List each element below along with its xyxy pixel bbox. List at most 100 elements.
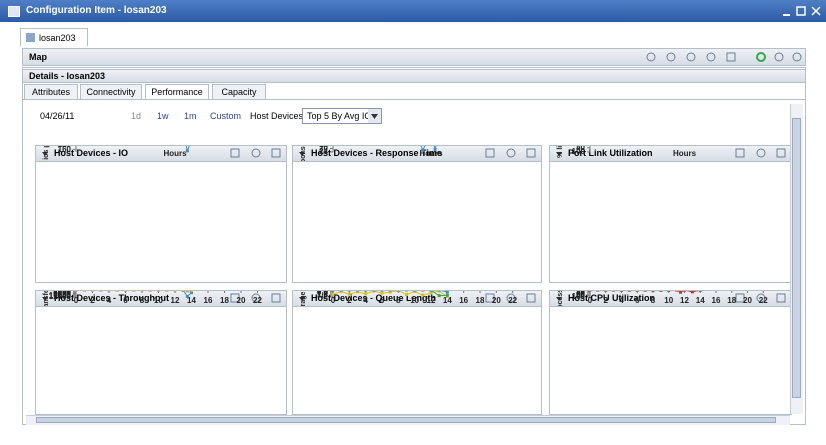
window-title: Configuration Item - losan203 (26, 5, 167, 16)
window-icon (8, 6, 20, 17)
point (635, 291, 639, 292)
panel-header: Host Devices - Queue Length00.40.81.21.6… (293, 291, 541, 307)
map-toolbar-icons[interactable] (643, 51, 803, 64)
range-link[interactable]: 1w (157, 111, 169, 121)
details-tab[interactable]: Connectivity (80, 84, 142, 99)
point (388, 291, 392, 292)
y-tick-label: 2000 (53, 291, 71, 295)
point (372, 291, 376, 292)
details-tab[interactable]: Capacity (212, 84, 266, 99)
x-tick-label: 20 (743, 296, 752, 305)
point (690, 291, 694, 294)
point (107, 291, 111, 292)
range-link[interactable]: 1m (184, 111, 197, 121)
y-tick-label: 0.4 (317, 291, 329, 296)
x-axis-label: Hours (673, 149, 697, 158)
document-tab-label: losan203 (39, 33, 76, 43)
scroll-thumb[interactable] (36, 417, 776, 423)
x-axis-label: Hours (163, 149, 187, 158)
y-tick-label: 2 (324, 292, 329, 301)
range-link[interactable]: Custom (210, 111, 242, 121)
point (620, 291, 623, 292)
y-tick-label: 6000 (53, 291, 71, 298)
point (429, 291, 433, 295)
window-controls[interactable] (780, 4, 824, 18)
point (347, 291, 351, 292)
x-tick-label: 18 (476, 296, 485, 305)
y-tick-label: 100 (572, 292, 586, 301)
panel-header-icons[interactable]: 0204060801000246810121416182022%processo… (550, 291, 791, 306)
point (679, 291, 683, 294)
details-tab[interactable]: Attributes (24, 84, 78, 99)
document-tab[interactable]: losan203 (20, 28, 88, 46)
x-tick-label: 16 (459, 296, 468, 305)
point (91, 291, 94, 292)
x-tick-label: 14 (696, 296, 705, 305)
panel-header: Port Link Utilization0204060801000246810… (550, 146, 791, 162)
panel-header-icons[interactable]: 048121620240246810121416182022Hoursrespo… (293, 146, 541, 161)
x-tick-label: 18 (220, 296, 229, 305)
point (157, 291, 160, 292)
x-tick-label: 2 (604, 296, 609, 305)
chart (550, 307, 791, 414)
point (445, 291, 449, 294)
point (356, 291, 359, 292)
panel-header-icons[interactable]: 0200040006000800010000120000 2 4 6 8 10 12 14 16… (36, 291, 286, 306)
panel-header: Host CPU Utilization02040608010002468101… (550, 291, 791, 307)
point (405, 291, 408, 292)
point (421, 148, 425, 152)
point (413, 291, 417, 293)
point (74, 291, 78, 292)
details-bar: Details - losan203 (22, 69, 806, 83)
filter-select[interactable]: Top 5 By Avg IO (302, 108, 382, 124)
select-arrow (368, 109, 381, 123)
y-tick-label: 10000 (49, 291, 72, 300)
point (185, 291, 189, 293)
x-tick-label: 22 (759, 296, 768, 305)
panel-header-icons[interactable]: 0204060801000246810121416182022Hours% li… (550, 146, 791, 161)
scroll-thumb[interactable] (792, 118, 801, 398)
point (190, 291, 193, 295)
y-tick-label: 8000 (53, 291, 71, 299)
x-tick-label: 14 (187, 296, 196, 305)
panel-title: Host Devices - Response Time (311, 148, 442, 158)
filter-select-value: Top 5 By Avg IO (307, 111, 372, 121)
vertical-scrollbar[interactable] (790, 104, 803, 414)
point (132, 291, 136, 292)
point (372, 291, 376, 293)
y-tick-label: 60 (576, 291, 585, 298)
toolbar-date: 04/26/11 (40, 111, 75, 121)
horizontal-scrollbar[interactable] (26, 415, 790, 425)
point (165, 291, 169, 292)
point (596, 291, 600, 292)
panel-header-icons[interactable]: 040801201600246810121416182022Hoursios p… (36, 146, 286, 161)
x-tick-label: 22 (508, 296, 517, 305)
x-axis-label: Hours (419, 149, 443, 158)
x-tick-label: 0 (588, 296, 593, 305)
y-tick-label: 24 (319, 147, 328, 156)
point (437, 291, 441, 292)
point (356, 291, 359, 294)
y-tick-label: 160 (58, 146, 72, 154)
y-tick-label: 80 (576, 146, 585, 152)
tab-icon (26, 33, 35, 42)
y-tick-label: 40 (576, 291, 585, 297)
details-tab-active[interactable]: Performance (145, 84, 209, 100)
point (181, 291, 185, 292)
point (331, 293, 335, 297)
point (675, 291, 679, 292)
range-link[interactable]: 1d (131, 111, 142, 121)
x-tick-label: 16 (204, 296, 213, 305)
y-tick-label: 120 (58, 146, 72, 149)
x-tick-label: 8 (396, 296, 401, 305)
point (364, 291, 368, 292)
point (339, 291, 343, 292)
x-tick-label: 16 (712, 296, 721, 305)
x-tick-label: 20 (237, 296, 246, 305)
y-tick-label: 100 (572, 147, 586, 156)
panel-header-icons[interactable]: 00.40.81.21.620246810121416182022average… (293, 291, 541, 306)
point (364, 292, 368, 296)
panel-header: Host Devices - IO04080120160024681012141… (36, 146, 286, 162)
chart-panel: Host Devices - Throughput020004000600080… (35, 290, 287, 415)
point (173, 291, 177, 292)
